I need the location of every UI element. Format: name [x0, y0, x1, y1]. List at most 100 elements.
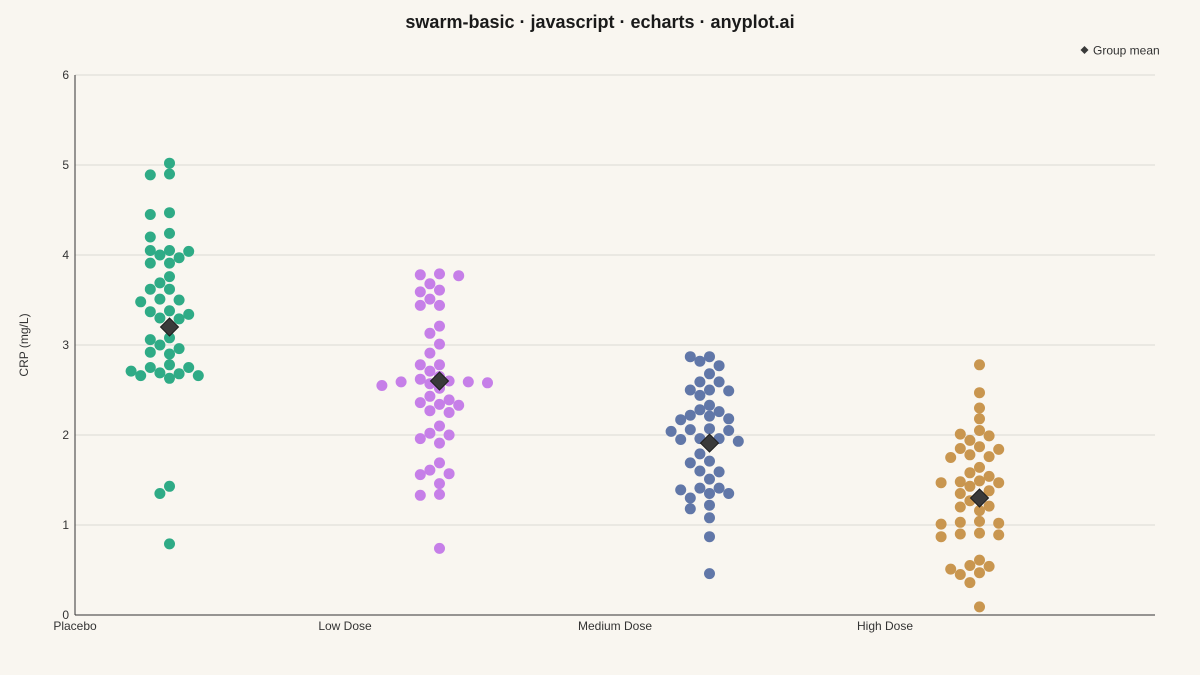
data-point [144, 169, 156, 181]
data-point [164, 271, 175, 283]
data-point [434, 420, 445, 432]
data-point [453, 270, 465, 282]
data-point [443, 394, 455, 406]
data-point [192, 370, 204, 382]
data-point [144, 231, 156, 243]
data-point [974, 425, 985, 436]
data-point [675, 484, 687, 496]
data-point [935, 518, 947, 530]
data-point [154, 277, 166, 289]
data-point [443, 429, 455, 441]
data-point [704, 455, 715, 467]
data-point [983, 560, 995, 572]
data-point [974, 402, 985, 414]
y-tick-label: 1 [62, 518, 69, 532]
y-tick-label: 3 [62, 338, 69, 352]
data-point [684, 503, 696, 515]
data-point [462, 376, 474, 388]
data-point [974, 413, 985, 425]
data-point [983, 470, 995, 482]
legend[interactable]: Group mean [1080, 44, 1160, 58]
data-point [954, 501, 966, 513]
data-point [414, 373, 426, 385]
data-point [434, 299, 445, 311]
data-point [983, 485, 995, 497]
data-point [434, 488, 445, 500]
data-point [414, 286, 426, 298]
data-point [684, 409, 696, 421]
data-point [974, 387, 985, 399]
data-point [144, 346, 156, 358]
data-point [964, 560, 976, 571]
data-point [993, 443, 1005, 455]
data-point [164, 227, 175, 239]
data-point [694, 404, 706, 416]
data-point [704, 531, 715, 543]
data-point [723, 425, 735, 436]
x-axis: Placebo Low Dose Medium Dose High Dose [53, 614, 1155, 633]
swarm-points [125, 157, 1005, 613]
data-point [164, 168, 175, 180]
data-point [434, 320, 445, 332]
data-point [414, 269, 426, 281]
data-point [135, 370, 147, 382]
data-point [154, 339, 166, 351]
data-point [704, 512, 715, 524]
data-point [424, 327, 436, 339]
data-point [974, 527, 985, 539]
x-tick-label: Low Dose [318, 619, 372, 633]
data-point [164, 257, 175, 269]
data-point [954, 516, 966, 528]
data-point [144, 306, 156, 318]
data-point [704, 368, 715, 380]
data-point [154, 367, 166, 379]
data-point [424, 405, 436, 417]
data-point [723, 413, 735, 425]
data-point [414, 489, 426, 501]
data-point [935, 477, 947, 489]
data-point [954, 428, 966, 440]
data-point [954, 443, 966, 454]
data-point [144, 283, 156, 295]
mean-marker [429, 371, 450, 391]
data-point [704, 423, 715, 435]
data-point [974, 505, 985, 517]
data-point [173, 368, 185, 380]
y-tick-label: 2 [62, 428, 69, 442]
data-point [974, 515, 985, 527]
data-point [974, 441, 985, 453]
data-point [434, 437, 445, 449]
data-point [453, 399, 465, 411]
data-point [144, 334, 156, 346]
data-point [135, 296, 147, 308]
data-point [376, 380, 388, 391]
data-point [482, 377, 493, 389]
data-point [993, 529, 1005, 541]
data-point [713, 482, 725, 494]
data-point [434, 338, 445, 350]
data-point [694, 448, 706, 460]
data-point [154, 488, 166, 499]
data-point [723, 385, 735, 397]
data-point [144, 257, 156, 269]
data-point [434, 542, 445, 554]
data-point [173, 313, 185, 325]
data-point [993, 477, 1005, 489]
data-point [424, 427, 436, 439]
data-point [964, 467, 976, 479]
data-point [704, 488, 715, 499]
data-point [974, 475, 985, 487]
data-point [173, 252, 185, 264]
y-axis-label: CRP (mg/L) [17, 313, 31, 376]
y-tick-label: 6 [62, 68, 69, 82]
data-point [144, 362, 156, 373]
data-point [164, 480, 175, 492]
data-point [164, 348, 175, 360]
data-point [173, 343, 185, 355]
data-point [414, 299, 426, 311]
data-point [164, 207, 175, 219]
data-point [983, 500, 995, 512]
data-point [723, 488, 735, 499]
data-point [983, 451, 995, 463]
data-point [164, 359, 175, 371]
